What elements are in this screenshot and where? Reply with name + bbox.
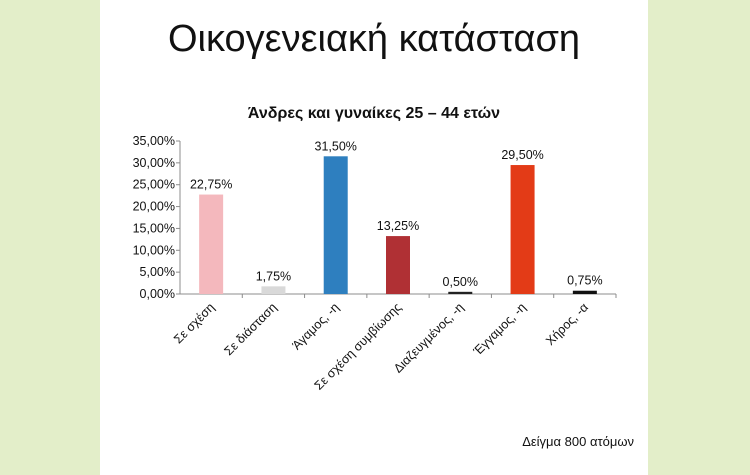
x-tick-label: Χήρος, -α — [543, 300, 591, 348]
y-tick-label: 25,00% — [133, 178, 175, 192]
bar — [323, 156, 348, 294]
bar — [261, 286, 286, 294]
chart-title: Άνδρες και γυναίκες 25 – 44 ετών — [247, 105, 501, 122]
y-tick-label: 15,00% — [133, 221, 175, 235]
sample-note: Δείγμα 800 ατόμων — [522, 434, 634, 449]
data-label: 1,75% — [256, 269, 291, 283]
bar — [448, 291, 473, 294]
data-label: 0,50% — [443, 275, 478, 289]
data-label: 0,75% — [567, 274, 602, 288]
bar — [510, 165, 535, 294]
slide: Οικογενειακή κατάσταση Άνδρες και γυναίκ… — [100, 0, 648, 475]
bar — [386, 236, 410, 294]
x-tick-label: Σε διάσταση — [221, 300, 279, 358]
y-tick-label: 10,00% — [133, 243, 175, 257]
data-label: 13,25% — [377, 219, 419, 233]
x-tick-label: Σε σχέση — [171, 300, 217, 346]
bar-chart: 0,00% 5,00% 10,00% 15,00% 20,00% 25,00% 30,00%… — [133, 134, 617, 393]
y-tick-label: 35,00% — [133, 134, 175, 148]
y-tick-label: 5,00% — [140, 265, 175, 279]
x-tick-label: Έγγαμος, -η — [470, 300, 529, 359]
bar — [199, 194, 224, 294]
y-tick-label: 30,00% — [133, 156, 175, 170]
x-tick-label: Άγαμος, -η — [290, 300, 342, 352]
data-label: 29,50% — [501, 148, 543, 162]
slide-title: Οικογενειακή κατάσταση — [167, 18, 581, 60]
bar — [572, 290, 597, 294]
y-tick-label: 0,00% — [140, 287, 175, 301]
data-label: 22,75% — [190, 178, 232, 192]
data-label: 31,50% — [315, 139, 357, 153]
y-tick-label: 20,00% — [133, 200, 175, 214]
